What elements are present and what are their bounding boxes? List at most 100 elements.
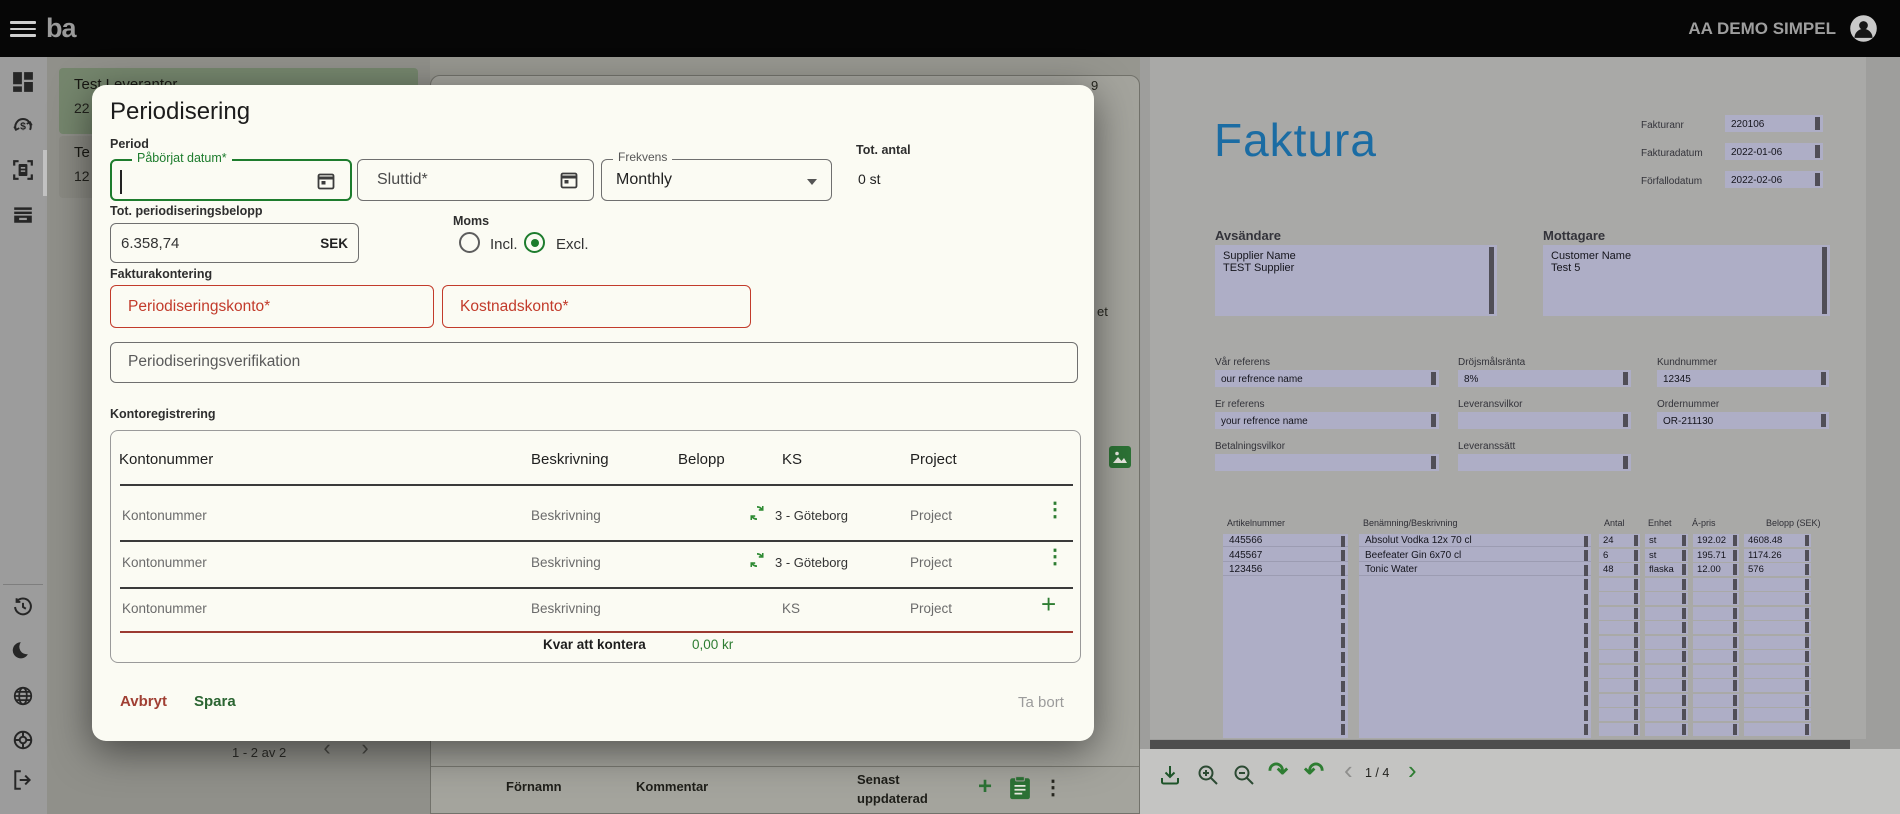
sidebar-item-language[interactable] (7, 680, 39, 712)
page-indicator: 1 / 4 (1365, 766, 1390, 780)
item-empty-cell (1693, 592, 1739, 605)
zoom-out-button[interactable] (1230, 761, 1258, 789)
item-empty-cell (1744, 650, 1811, 663)
sidebar-item-archive[interactable] (7, 198, 39, 230)
row-menu-icon[interactable]: ⋮ (1045, 499, 1065, 521)
deferral-account-input[interactable]: Periodiseringskonto* (110, 285, 434, 328)
cost-center-value[interactable]: 3 - Göteborg (775, 508, 848, 523)
project-input[interactable]: Project (910, 508, 953, 523)
account-number-input[interactable]: Kontonummer (122, 508, 207, 523)
sidebar-item-scan-documents[interactable] (7, 154, 39, 186)
menu-icon[interactable] (10, 21, 36, 37)
item-empty-cell (1599, 606, 1640, 620)
project-input[interactable]: Project (910, 601, 953, 616)
description-input[interactable]: Beskrivning (531, 508, 601, 523)
add-comment-button[interactable]: + (978, 773, 993, 800)
ref-value: OR-211130 (1663, 416, 1714, 427)
item-amount: 1174.26 (1748, 549, 1782, 561)
amount-value: 6.358,74 (121, 235, 180, 252)
amount-input[interactable]: 6.358,74 SEK (110, 223, 359, 263)
sender-field: Supplier Name TEST Supplier (1215, 245, 1497, 316)
ref-label: Leveranssätt (1458, 441, 1516, 452)
account-icon[interactable] (1849, 14, 1878, 43)
invoice-meta-label: Förfallodatum (1641, 176, 1703, 187)
sidebar-item-transactions[interactable]: $ (7, 110, 39, 142)
vat-label: Moms (453, 214, 490, 228)
download-button[interactable] (1156, 761, 1184, 789)
dashboard-icon (13, 72, 33, 92)
vat-incl-radio[interactable] (459, 232, 480, 253)
cost-account-input[interactable]: Kostnadskonto* (442, 285, 751, 328)
show-image-button[interactable] (1109, 446, 1131, 468)
clipped-text-fragment: 9 (1091, 78, 1099, 93)
zoom-in-button[interactable] (1194, 761, 1222, 789)
item-amount-cell: 4608.48 (1744, 534, 1811, 547)
row-menu-icon[interactable]: ⋮ (1045, 546, 1065, 568)
ref-field: our refrence name (1215, 370, 1439, 387)
cell-cursor-tick (1340, 695, 1345, 706)
item-empty-cell (1599, 577, 1640, 591)
item-empty-cell (1693, 650, 1739, 663)
delete-button[interactable]: Ta bort (1018, 694, 1064, 711)
item-price: 192.02 (1697, 535, 1727, 546)
due-date-field: 2022-02-06 (1725, 171, 1823, 188)
vat-excl-radio[interactable] (524, 232, 545, 253)
item-empty-cell (1744, 635, 1811, 649)
account-number-input[interactable]: Kontonummer (122, 601, 207, 616)
sidebar-item-dark-mode[interactable] (7, 635, 39, 667)
sync-icon[interactable] (748, 551, 766, 569)
rotate-right-icon[interactable]: ↷ (1268, 758, 1289, 785)
item-qty: 48 (1603, 564, 1614, 575)
project-input[interactable]: Project (910, 555, 953, 570)
sidebar-item-dashboard[interactable] (7, 66, 39, 98)
horizontal-scrollbar[interactable] (1150, 740, 1850, 750)
item-artno: 445567 (1223, 549, 1348, 562)
rotate-left-icon[interactable]: ↶ (1304, 758, 1325, 785)
sender-detail: TEST Supplier (1223, 262, 1295, 274)
item-empty-cell (1744, 679, 1811, 692)
item-unit-cell: st (1645, 548, 1688, 562)
account-number-input[interactable]: Kontonummer (122, 555, 207, 570)
calendar-icon[interactable] (559, 170, 579, 190)
verification-input[interactable]: Periodiseringsverifikation (110, 342, 1078, 383)
frequency-select[interactable]: Monthly (601, 159, 832, 201)
sidebar-scroll-thumb[interactable] (43, 150, 47, 196)
cancel-button[interactable]: Avbryt (120, 693, 167, 710)
cost-center-input[interactable]: KS (782, 601, 801, 616)
item-empty-cell (1599, 708, 1640, 721)
next-page-icon[interactable]: › (1408, 755, 1417, 785)
app-logo[interactable]: ba (46, 13, 76, 43)
item-description: Beefeater Gin 6x70 cl (1359, 549, 1591, 562)
description-input[interactable]: Beskrivning (531, 555, 601, 570)
save-button[interactable]: Spara (194, 693, 236, 710)
item-empty-cell (1645, 606, 1688, 620)
sync-icon[interactable] (748, 504, 766, 522)
amount-label: Tot. periodiseringsbelopp (110, 204, 263, 218)
item-empty-cell (1693, 635, 1739, 649)
cost-center-value[interactable]: 3 - Göteborg (775, 555, 848, 570)
list-prev-page-icon[interactable]: ‹ (323, 735, 331, 760)
add-row-icon[interactable]: + (1041, 589, 1057, 619)
cell-cursor-tick (1340, 622, 1345, 634)
notes-button[interactable] (1009, 776, 1031, 800)
sidebar-item-logout[interactable] (7, 764, 39, 796)
sender-name: Supplier Name (1223, 250, 1296, 262)
ref-value: 8% (1464, 374, 1479, 385)
list-next-page-icon[interactable]: › (361, 735, 369, 760)
prev-page-icon[interactable]: ‹ (1344, 755, 1353, 785)
recipient-detail: Test 5 (1551, 262, 1581, 274)
item-empty-cell (1599, 693, 1640, 707)
start-date-input[interactable] (110, 159, 352, 201)
calendar-icon[interactable] (316, 171, 336, 191)
sidebar-item-support[interactable] (7, 724, 39, 756)
end-date-input[interactable]: Sluttid* (357, 159, 594, 201)
invoice-number-field: 220106 (1725, 115, 1823, 132)
chevron-down-icon (807, 179, 817, 185)
item-empty-cell (1693, 606, 1739, 620)
row-underline (120, 540, 1073, 542)
sidebar-item-history[interactable] (7, 591, 39, 623)
ref-label: Dröjsmålsränta (1458, 357, 1526, 368)
footer-menu-icon[interactable]: ⋮ (1043, 777, 1063, 799)
description-input[interactable]: Beskrivning (531, 601, 601, 616)
